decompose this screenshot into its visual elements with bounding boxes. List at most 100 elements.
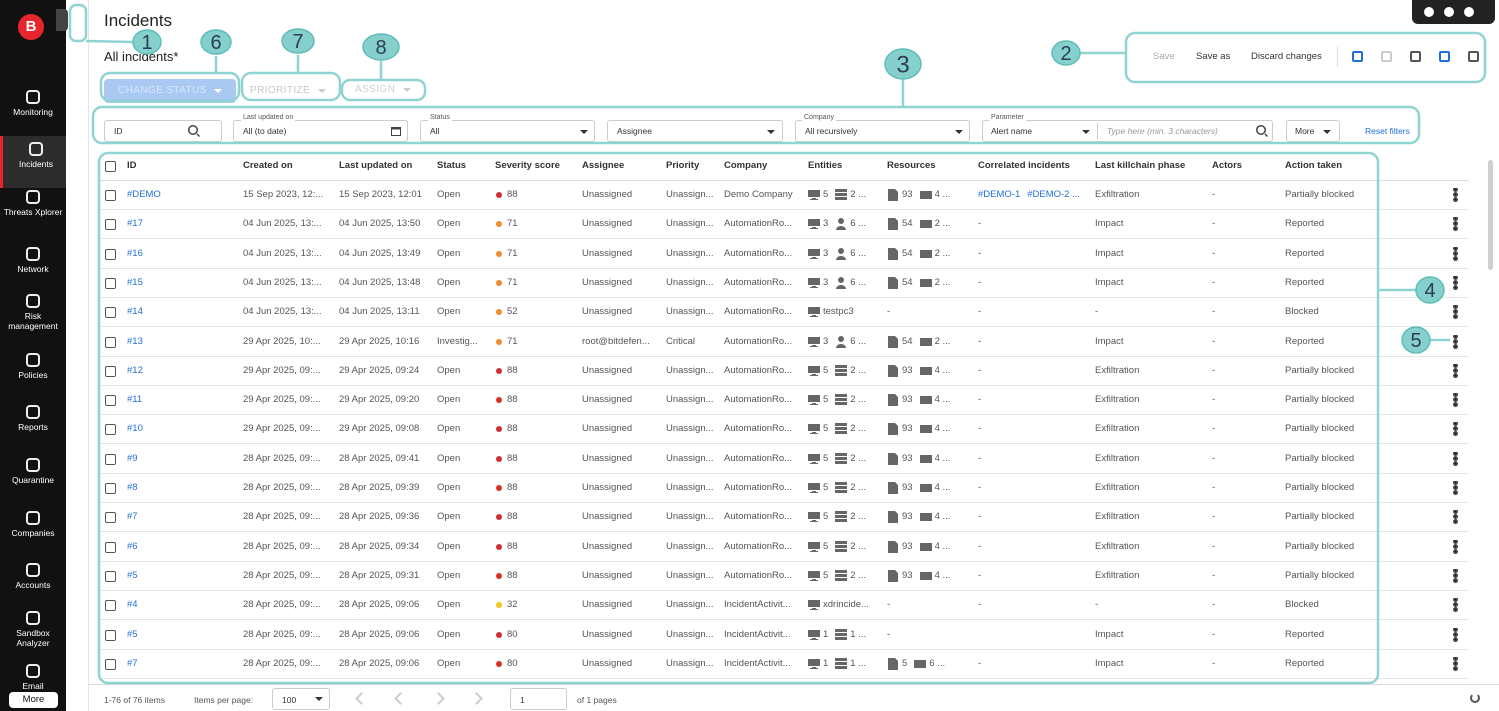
view-action[interactable] — [1439, 51, 1450, 62]
correlated-link[interactable]: #DEMO-1 — [978, 189, 1021, 200]
incident-link[interactable]: #DEMO — [127, 189, 161, 200]
column-header[interactable]: Severity score — [495, 160, 560, 171]
checkbox[interactable] — [105, 541, 116, 553]
top-icon[interactable] — [1424, 7, 1434, 17]
toolbar-button[interactable]: PRIORITIZE — [250, 85, 311, 96]
toolbar-button[interactable]: ASSIGN — [355, 84, 396, 95]
row-menu[interactable] — [1450, 216, 1458, 232]
row-menu[interactable] — [1450, 421, 1458, 437]
view-action[interactable] — [1381, 51, 1392, 62]
checkbox[interactable] — [105, 161, 116, 172]
incident-link[interactable]: #7 — [127, 511, 138, 523]
checkbox[interactable] — [105, 512, 116, 524]
column-header[interactable]: Assignee — [582, 160, 625, 171]
column-header[interactable]: Resources — [887, 160, 936, 171]
column-header[interactable]: Last killchain phase — [1095, 160, 1186, 171]
page-input[interactable]: 1 — [510, 688, 567, 710]
checkbox[interactable] — [105, 248, 116, 260]
toolbar-button[interactable]: Discard changes — [1251, 51, 1322, 62]
row-menu[interactable] — [1450, 538, 1458, 554]
incident-link[interactable]: #16 — [127, 247, 143, 259]
row-menu[interactable] — [1450, 655, 1458, 671]
row-menu[interactable] — [1450, 304, 1458, 320]
column-header[interactable]: Status — [437, 160, 467, 171]
checkbox[interactable] — [105, 453, 116, 465]
nav-item[interactable]: Policies — [0, 347, 66, 393]
more-button[interactable]: More — [9, 692, 58, 708]
row-menu[interactable] — [1450, 274, 1458, 290]
view-action[interactable] — [1468, 51, 1479, 62]
row-menu[interactable] — [1450, 392, 1458, 408]
checkbox[interactable] — [105, 395, 116, 407]
incident-link[interactable]: #14 — [127, 306, 143, 318]
nav-item[interactable]: Reports — [0, 399, 66, 445]
incident-link[interactable]: #5 — [127, 569, 138, 581]
incident-link[interactable]: #7 — [127, 657, 138, 669]
correlated-link[interactable]: #DEMO-2 ... — [1027, 189, 1081, 200]
column-header[interactable]: Correlated incidents — [978, 160, 1070, 171]
top-icon[interactable] — [1444, 7, 1454, 17]
checkbox[interactable] — [105, 658, 116, 670]
sidebar-toggle[interactable] — [56, 9, 68, 31]
row-menu[interactable] — [1450, 333, 1458, 349]
reset-filters[interactable]: Reset filters — [1365, 126, 1410, 136]
column-header[interactable]: Actors — [1212, 160, 1243, 171]
toolbar-button[interactable]: Save as — [1196, 51, 1231, 62]
incident-link[interactable]: #6 — [127, 540, 138, 552]
nav-item[interactable]: Risk management — [0, 288, 66, 334]
nav-item[interactable]: Companies — [0, 505, 66, 551]
checkbox[interactable] — [105, 629, 116, 641]
checkbox[interactable] — [105, 307, 116, 319]
incident-link[interactable]: #4 — [127, 599, 138, 611]
view-name[interactable]: All incidents* — [104, 49, 179, 64]
column-header[interactable]: ID — [127, 160, 137, 171]
nav-item[interactable]: Network — [0, 241, 66, 287]
view-action[interactable] — [1410, 51, 1421, 62]
row-menu[interactable] — [1450, 450, 1458, 466]
row-menu[interactable] — [1450, 187, 1458, 202]
nav-item[interactable]: Email — [0, 658, 66, 704]
row-menu[interactable] — [1450, 597, 1458, 613]
incident-link[interactable]: #11 — [127, 394, 143, 406]
pager-button[interactable] — [432, 692, 445, 705]
row-menu[interactable] — [1450, 480, 1458, 495]
nav-item[interactable]: Monitoring — [0, 84, 66, 130]
per-page-select[interactable]: 100 — [272, 688, 330, 710]
incident-link[interactable]: #5 — [127, 628, 138, 640]
checkbox[interactable] — [105, 483, 116, 494]
view-action[interactable] — [1352, 51, 1363, 62]
nav-item[interactable]: Sandbox Analyzer — [0, 605, 66, 651]
column-header[interactable]: Priority — [666, 160, 700, 171]
incident-link[interactable]: #8 — [127, 482, 138, 493]
checkbox[interactable] — [105, 570, 116, 582]
side-toggle-expand[interactable] — [72, 10, 82, 24]
status-filter[interactable] — [420, 120, 595, 142]
incident-link[interactable]: #9 — [127, 452, 138, 464]
nav-item[interactable]: Accounts — [0, 557, 66, 603]
checkbox[interactable] — [105, 365, 116, 377]
checkbox[interactable] — [105, 190, 116, 201]
toolbar-button[interactable]: Save — [1153, 51, 1175, 62]
row-menu[interactable] — [1450, 567, 1458, 583]
nav-item[interactable]: Incidents — [0, 136, 66, 188]
top-icon[interactable] — [1464, 7, 1474, 17]
column-header[interactable]: Entities — [808, 160, 843, 171]
nav-item[interactable]: Threats Xplorer — [0, 184, 66, 230]
row-menu[interactable] — [1450, 626, 1458, 642]
incident-link[interactable]: #13 — [127, 335, 143, 347]
incident-link[interactable]: #12 — [127, 364, 143, 376]
pager-button[interactable] — [355, 692, 368, 705]
row-menu[interactable] — [1450, 362, 1458, 378]
column-header[interactable]: Last updated on — [339, 160, 413, 171]
row-menu[interactable] — [1450, 509, 1458, 525]
pager-button[interactable] — [470, 692, 483, 705]
checkbox[interactable] — [105, 219, 116, 231]
incident-link[interactable]: #15 — [127, 276, 143, 288]
row-menu[interactable] — [1450, 245, 1458, 261]
checkbox[interactable] — [105, 277, 116, 289]
incident-link[interactable]: #10 — [127, 423, 143, 435]
refresh[interactable] — [1470, 693, 1480, 703]
column-header[interactable]: Created on — [243, 160, 293, 171]
nav-item[interactable]: Quarantine — [0, 452, 66, 498]
checkbox[interactable] — [105, 424, 116, 436]
